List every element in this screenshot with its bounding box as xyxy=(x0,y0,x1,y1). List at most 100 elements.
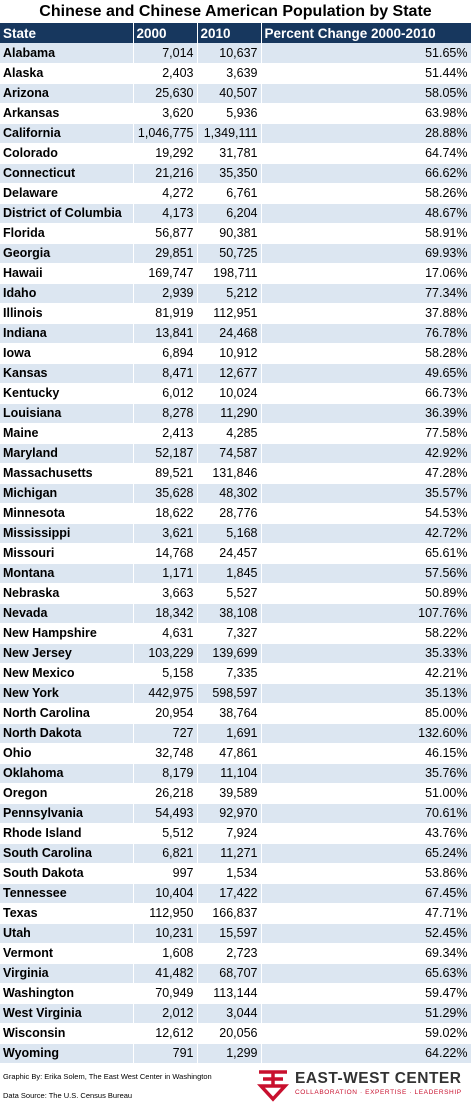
table-row: Hawaii 169,747 198,711 17.06% xyxy=(0,263,471,284)
value-cell: 20,056 xyxy=(197,1023,262,1044)
state-cell: Minnesota xyxy=(0,503,134,524)
value-cell: 4,631 xyxy=(133,623,198,644)
table-row: Minnesota 18,622 28,776 54.53% xyxy=(0,503,471,524)
value-cell: 69.93% xyxy=(261,243,471,264)
table-row: South Carolina 6,821 11,271 65.24% xyxy=(0,843,471,864)
value-cell: 791 xyxy=(133,1043,198,1064)
value-cell: 36.39% xyxy=(261,403,471,424)
state-cell: California xyxy=(0,123,134,144)
value-cell: 442,975 xyxy=(133,683,198,704)
value-cell: 6,894 xyxy=(133,343,198,364)
table-row: Vermont 1,608 2,723 69.34% xyxy=(0,943,471,964)
value-cell: 76.78% xyxy=(261,323,471,344)
value-cell: 17.06% xyxy=(261,263,471,284)
table-row: Michigan 35,628 48,302 35.57% xyxy=(0,483,471,504)
value-cell: 6,761 xyxy=(197,183,262,204)
value-cell: 66.73% xyxy=(261,383,471,404)
value-cell: 11,290 xyxy=(197,403,262,424)
value-cell: 58.05% xyxy=(261,83,471,104)
table-row: Alaska 2,403 3,639 51.44% xyxy=(0,63,471,84)
table-row: Florida 56,877 90,381 58.91% xyxy=(0,223,471,244)
value-cell: 64.74% xyxy=(261,143,471,164)
table-row: New Mexico 5,158 7,335 42.21% xyxy=(0,663,471,684)
value-cell: 132.60% xyxy=(261,723,471,744)
value-cell: 31,781 xyxy=(197,143,262,164)
state-cell: Oklahoma xyxy=(0,763,134,784)
table-row: Massachusetts 89,521 131,846 47.28% xyxy=(0,463,471,484)
value-cell: 68,707 xyxy=(197,963,262,984)
value-cell: 5,158 xyxy=(133,663,198,684)
value-cell: 53.86% xyxy=(261,863,471,884)
value-cell: 64.22% xyxy=(261,1043,471,1064)
value-cell: 51.65% xyxy=(261,43,471,64)
value-cell: 112,950 xyxy=(133,903,198,924)
value-cell: 89,521 xyxy=(133,463,198,484)
value-cell: 3,621 xyxy=(133,523,198,544)
value-cell: 5,936 xyxy=(197,103,262,124)
value-cell: 32,748 xyxy=(133,743,198,764)
state-cell: New Hampshire xyxy=(0,623,134,644)
value-cell: 2,403 xyxy=(133,63,198,84)
state-cell: Arizona xyxy=(0,83,134,104)
table-row: Louisiana 8,278 11,290 36.39% xyxy=(0,403,471,424)
value-cell: 10,024 xyxy=(197,383,262,404)
value-cell: 21,216 xyxy=(133,163,198,184)
table-row: Illinois 81,919 112,951 37.88% xyxy=(0,303,471,324)
state-cell: Alaska xyxy=(0,63,134,84)
table-row: Maine 2,413 4,285 77.58% xyxy=(0,423,471,444)
state-cell: Colorado xyxy=(0,143,134,164)
value-cell: 26,218 xyxy=(133,783,198,804)
value-cell: 51.00% xyxy=(261,783,471,804)
table-row: West Virginia 2,012 3,044 51.29% xyxy=(0,1003,471,1024)
state-cell: Illinois xyxy=(0,303,134,324)
value-cell: 8,179 xyxy=(133,763,198,784)
table-row: Arkansas 3,620 5,936 63.98% xyxy=(0,103,471,124)
value-cell: 92,970 xyxy=(197,803,262,824)
table-row: Nevada 18,342 38,108 107.76% xyxy=(0,603,471,624)
value-cell: 66.62% xyxy=(261,163,471,184)
value-cell: 25,630 xyxy=(133,83,198,104)
table-body: Alabama 7,014 10,637 51.65% Alaska 2,403 3,639… xyxy=(0,43,471,1064)
state-cell: Nevada xyxy=(0,603,134,624)
value-cell: 58.26% xyxy=(261,183,471,204)
table-row: Colorado 19,292 31,781 64.74% xyxy=(0,143,471,164)
state-cell: New York xyxy=(0,683,134,704)
value-cell: 5,168 xyxy=(197,523,262,544)
value-cell: 56,877 xyxy=(133,223,198,244)
state-cell: Missouri xyxy=(0,543,134,564)
value-cell: 59.02% xyxy=(261,1023,471,1044)
value-cell: 19,292 xyxy=(133,143,198,164)
state-cell: Utah xyxy=(0,923,134,944)
value-cell: 4,285 xyxy=(197,423,262,444)
value-cell: 42.21% xyxy=(261,663,471,684)
state-cell: Delaware xyxy=(0,183,134,204)
value-cell: 169,747 xyxy=(133,263,198,284)
state-cell: Pennsylvania xyxy=(0,803,134,824)
table-row: Tennessee 10,404 17,422 67.45% xyxy=(0,883,471,904)
value-cell: 47,861 xyxy=(197,743,262,764)
value-cell: 1,845 xyxy=(197,563,262,584)
state-cell: Arkansas xyxy=(0,103,134,124)
table-row: North Carolina 20,954 38,764 85.00% xyxy=(0,703,471,724)
value-cell: 3,663 xyxy=(133,583,198,604)
state-cell: Kansas xyxy=(0,363,134,384)
state-cell: Tennessee xyxy=(0,883,134,904)
table-row: North Dakota 727 1,691 132.60% xyxy=(0,723,471,744)
value-cell: 166,837 xyxy=(197,903,262,924)
state-cell: Nebraska xyxy=(0,583,134,604)
value-cell: 67.45% xyxy=(261,883,471,904)
value-cell: 10,637 xyxy=(197,43,262,64)
table-row: Delaware 4,272 6,761 58.26% xyxy=(0,183,471,204)
value-cell: 6,204 xyxy=(197,203,262,224)
value-cell: 7,327 xyxy=(197,623,262,644)
value-cell: 2,939 xyxy=(133,283,198,304)
table-row: Idaho 2,939 5,212 77.34% xyxy=(0,283,471,304)
value-cell: 50.89% xyxy=(261,583,471,604)
state-cell: Virginia xyxy=(0,963,134,984)
state-cell: Indiana xyxy=(0,323,134,344)
state-cell: Kentucky xyxy=(0,383,134,404)
value-cell: 35,350 xyxy=(197,163,262,184)
table-row: Mississippi 3,621 5,168 42.72% xyxy=(0,523,471,544)
table-row: Washington 70,949 113,144 59.47% xyxy=(0,983,471,1004)
